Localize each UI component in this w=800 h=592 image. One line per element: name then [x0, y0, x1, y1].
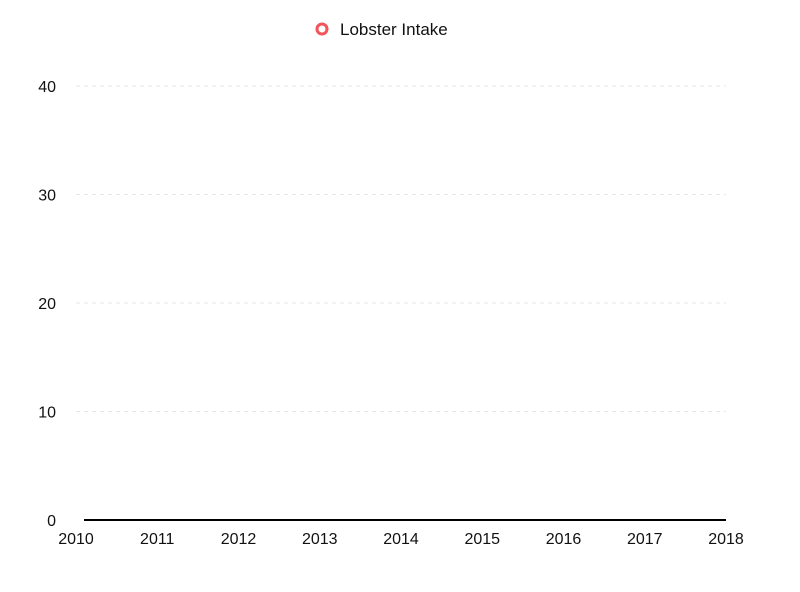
- y-axis: 0 10 20 30 40: [38, 79, 56, 530]
- x-tick-label: 2014: [383, 531, 419, 548]
- y-tick-label: 0: [47, 513, 56, 530]
- x-tick-label: 2016: [546, 531, 582, 548]
- legend-marker-icon: [315, 22, 329, 36]
- legend[interactable]: Lobster Intake: [315, 20, 448, 39]
- x-axis: 2010 2011 2012 2013 2014 2015 2016 2017 2018: [58, 531, 744, 548]
- x-tick-label: 2013: [302, 531, 338, 548]
- legend-label: Lobster Intake: [340, 20, 448, 39]
- x-tick-label: 2018: [708, 531, 744, 548]
- x-tick-label: 2010: [58, 531, 94, 548]
- x-tick-label: 2017: [627, 531, 663, 548]
- y-tick-label: 40: [38, 79, 56, 96]
- y-tick-label: 20: [38, 296, 56, 313]
- y-tick-label: 30: [38, 188, 56, 205]
- y-tick-label: 10: [38, 405, 56, 422]
- x-tick-label: 2011: [140, 531, 175, 548]
- x-tick-label: 2015: [464, 531, 500, 548]
- gridlines: [76, 85, 726, 412]
- x-tick-label: 2012: [221, 531, 257, 548]
